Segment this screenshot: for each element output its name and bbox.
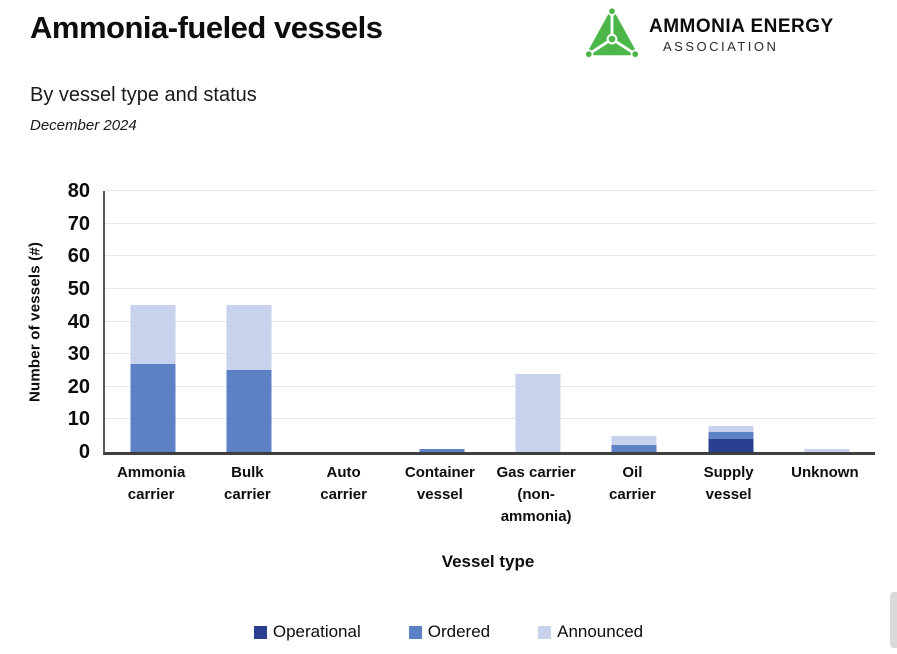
- bar-segment-bulk-carrier-ordered: [226, 370, 272, 452]
- y-axis-ticks: 0 10 20 30 40 50 60 70 80: [40, 181, 98, 462]
- y-tick-label-70: 70: [67, 212, 90, 235]
- bar-segment-unknown-announced: [804, 448, 850, 452]
- y-tick-label-30: 30: [67, 343, 90, 366]
- bar-segment-oil-carrier-ordered: [611, 445, 657, 452]
- bar-bulk-carrier: [226, 191, 272, 452]
- molecule-triangle-icon: [584, 6, 640, 59]
- gridline-40: [105, 320, 875, 322]
- gridline-70: [105, 222, 875, 224]
- x-label-gas-carrier-non-ammonia: Gas carrier (non-ammonia): [496, 464, 576, 525]
- bar-container-vessel: [419, 191, 465, 452]
- report-date: December 2024: [30, 117, 137, 134]
- bar-segment-container-vessel-ordered: [419, 448, 465, 452]
- bar-segment-bulk-carrier-announced: [226, 305, 272, 371]
- bar-segment-ammonia-carrier-announced: [130, 305, 176, 364]
- bar-segment-supply-vessel-operational: [708, 438, 754, 452]
- logo-text: AMMONIA ENERGY ASSOCIATION: [649, 6, 834, 54]
- logo-line1: AMMONIA ENERGY: [649, 16, 834, 37]
- bar-gas-carrier-non-ammonia: [515, 191, 561, 452]
- gridline-60: [105, 255, 875, 257]
- y-tick-label-50: 50: [67, 277, 90, 300]
- y-tick-label-10: 10: [67, 408, 90, 431]
- y-tick-label-20: 20: [67, 375, 90, 398]
- x-axis-labels: Ammonia carrier Bulk carrier Auto carrier Cont…: [103, 462, 873, 527]
- bar-supply-vessel: [708, 191, 754, 452]
- legend-item-announced: Announced: [538, 622, 643, 642]
- gridline-50: [105, 287, 875, 289]
- x-label-auto-carrier: Auto carrier: [320, 464, 367, 503]
- gridline-80: [105, 190, 875, 191]
- legend-swatch-announced: [538, 625, 552, 639]
- y-tick-label-80: 80: [67, 180, 90, 202]
- x-label-oil-carrier: Oil carrier: [609, 464, 656, 503]
- gridline-10: [105, 418, 875, 420]
- x-axis-title: Vessel type: [441, 552, 535, 571]
- bar-oil-carrier: [611, 191, 657, 452]
- bar-segment-supply-vessel-ordered: [708, 432, 754, 439]
- bar-auto-carrier: [323, 191, 368, 452]
- x-label-ammonia-carrier: Ammonia carrier: [116, 464, 186, 503]
- bar-unknown: [804, 191, 850, 452]
- legend-item-operational: Operational: [253, 622, 361, 642]
- legend-swatch-ordered: [408, 625, 422, 639]
- logo-line2: ASSOCIATION: [663, 39, 779, 54]
- ammonia-energy-association-logo: AMMONIA ENERGY ASSOCIATION: [583, 6, 834, 64]
- legend-item-ordered: Ordered: [408, 622, 491, 642]
- y-tick-label-60: 60: [67, 245, 90, 268]
- x-label-supply-vessel: Supply vessel: [703, 464, 754, 503]
- scrollbar-thumb[interactable]: [890, 592, 897, 648]
- legend: Operational Ordered Announced: [0, 622, 897, 642]
- x-label-bulk-carrier: Bulk carrier: [224, 464, 271, 503]
- plot-area: [103, 190, 875, 455]
- legend-label-operational: Operational: [272, 622, 361, 641]
- bar-segment-ammonia-carrier-ordered: [130, 363, 176, 452]
- x-label-container-vessel: Container vessel: [404, 464, 475, 503]
- legend-label-ordered: Ordered: [427, 622, 491, 641]
- bar-segment-oil-carrier-announced: [611, 435, 657, 446]
- gridline-20: [105, 385, 875, 387]
- y-tick-label-0: 0: [78, 441, 90, 463]
- legend-label-announced: Announced: [557, 622, 644, 641]
- page-title: Ammonia-fueled vessels: [30, 10, 383, 45]
- bar-segment-supply-vessel-announced: [708, 425, 754, 433]
- bar-ammonia-carrier: [130, 191, 176, 452]
- x-label-unknown: Unknown: [791, 464, 859, 481]
- legend-swatch-operational: [253, 625, 267, 639]
- gridline-30: [105, 353, 875, 355]
- bar-segment-gas-carrier-non-ammonia-announced: [515, 373, 561, 452]
- y-tick-label-40: 40: [67, 310, 90, 333]
- page-subtitle: By vessel type and status: [30, 84, 257, 106]
